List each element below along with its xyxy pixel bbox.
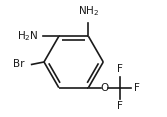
Text: Br: Br: [13, 59, 24, 69]
Text: NH$_2$: NH$_2$: [78, 4, 99, 18]
Text: O: O: [100, 83, 108, 93]
Text: F: F: [134, 83, 140, 93]
Text: F: F: [117, 64, 123, 74]
Text: F: F: [117, 101, 123, 112]
Text: H$_2$N: H$_2$N: [17, 29, 38, 43]
